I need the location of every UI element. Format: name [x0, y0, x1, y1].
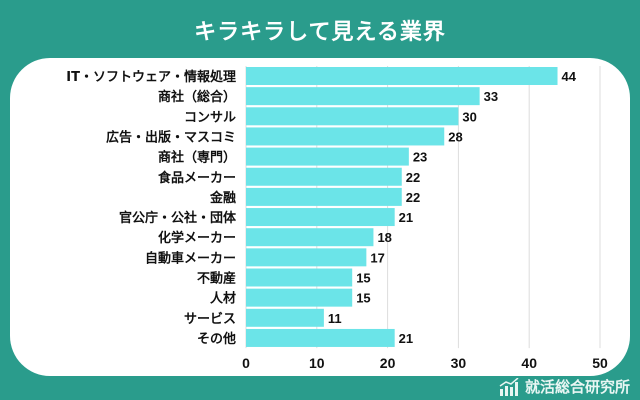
data-label: 22 [406, 190, 420, 205]
x-tick-label: 40 [521, 355, 537, 371]
logo-text: 就活総合研究所 [524, 378, 630, 396]
data-label: 22 [406, 170, 420, 185]
data-label: 23 [413, 150, 427, 165]
category-label: サービス [184, 311, 236, 327]
bar [246, 288, 353, 307]
bar [246, 328, 395, 347]
category-label: 化学メーカー [158, 230, 236, 246]
data-label: 44 [562, 69, 577, 84]
category-label: 人材 [210, 291, 236, 307]
data-label: 21 [399, 210, 413, 225]
category-label: 商社（専門） [158, 150, 236, 166]
data-label: 15 [356, 271, 370, 286]
data-label: 11 [328, 311, 342, 326]
category-label: 広告・出版・マスコミ [106, 129, 236, 145]
x-tick-label: 10 [309, 355, 325, 371]
category-label: 官公庁・公社・団体 [119, 210, 237, 226]
bar [246, 167, 402, 186]
x-tick-label: 30 [451, 355, 467, 371]
bar [246, 308, 324, 327]
bar [246, 127, 445, 146]
data-label: 30 [462, 109, 476, 124]
data-label: 21 [399, 331, 413, 346]
bar [246, 107, 459, 126]
bar [246, 147, 409, 166]
category-label: 自動車メーカー [145, 250, 236, 266]
bar [246, 268, 353, 287]
category-label: その他 [197, 331, 236, 347]
x-tick-label: 50 [592, 355, 608, 371]
bar [246, 87, 480, 106]
bar [246, 208, 395, 227]
data-label: 17 [370, 250, 384, 265]
data-label: 15 [356, 291, 370, 306]
data-label: 18 [377, 230, 391, 245]
x-tick-label: 0 [242, 355, 250, 371]
category-label: 食品メーカー [158, 170, 236, 186]
x-tick-label: 20 [380, 355, 396, 371]
category-label: 商社（総合） [158, 89, 236, 105]
page-title: キラキラして見える業界 [194, 20, 446, 45]
data-label: 33 [484, 89, 498, 104]
data-label: 28 [448, 129, 462, 144]
bar [246, 248, 367, 267]
bar [246, 228, 374, 247]
category-label: 不動産 [197, 271, 236, 287]
category-label: 金融 [209, 190, 236, 206]
bar [246, 187, 402, 206]
brand-logo: 就活総合研究所 [499, 376, 630, 397]
category-label: IT・ソフトウェア・情報処理 [66, 69, 236, 85]
category-label: コンサル [184, 110, 236, 125]
bar [246, 67, 558, 85]
bar-graph-logo-icon [499, 377, 519, 396]
